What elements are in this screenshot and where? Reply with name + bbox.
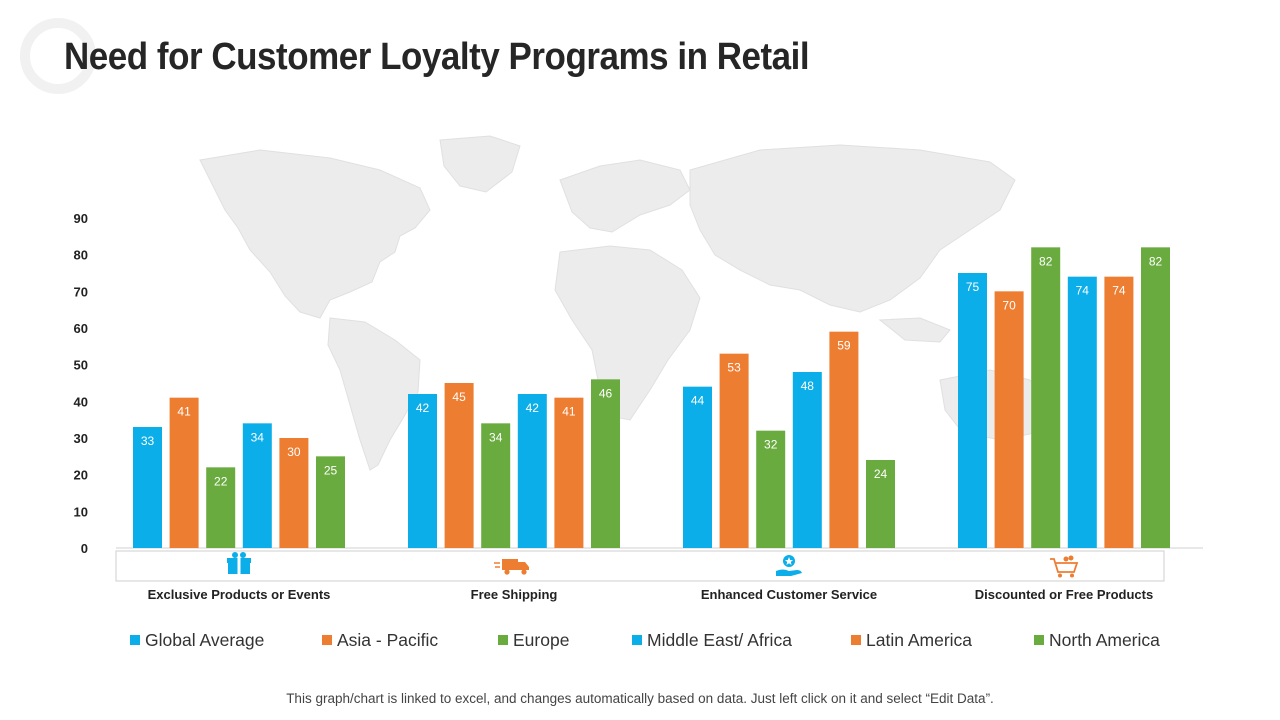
bar	[994, 291, 1024, 548]
legend-item: Middle East/ Africa	[632, 630, 792, 650]
legend-label: North America	[1049, 630, 1160, 650]
data-label: 25	[324, 463, 338, 477]
data-label: 24	[874, 467, 888, 481]
data-label: 82	[1149, 254, 1163, 268]
legend-item: Latin America	[851, 630, 972, 650]
legend-label: Middle East/ Africa	[647, 630, 792, 650]
data-label: 46	[599, 386, 613, 400]
footnote: This graph/chart is linked to excel, and…	[286, 691, 994, 706]
bar	[958, 273, 987, 548]
legend-swatch	[851, 635, 861, 645]
shopping-cart-icon	[1050, 555, 1079, 578]
legend-item: North America	[1034, 630, 1160, 650]
x-tick-label: Discounted or Free Products	[975, 587, 1153, 602]
bar	[444, 383, 474, 548]
bar	[169, 397, 199, 548]
data-label: 44	[691, 394, 705, 408]
bar	[517, 394, 547, 548]
y-tick-label: 30	[74, 431, 88, 446]
y-tick-label: 70	[74, 284, 88, 299]
data-label: 59	[837, 339, 851, 353]
data-label: 74	[1076, 284, 1090, 298]
legend-item: Global Average	[130, 630, 264, 650]
decorative-ring	[20, 18, 96, 94]
customer-service-hand-star-icon	[776, 555, 802, 576]
x-tick-label: Free Shipping	[471, 587, 558, 602]
bar	[316, 456, 345, 548]
bar	[133, 427, 162, 548]
legend-swatch	[130, 635, 140, 645]
data-label: 70	[1002, 298, 1016, 312]
bar	[829, 331, 859, 548]
bar	[206, 467, 236, 548]
data-label: 34	[489, 430, 503, 444]
y-tick-label: 50	[74, 358, 88, 373]
y-tick-label: 10	[74, 504, 88, 519]
legend-swatch	[498, 635, 508, 645]
legend-item: Europe	[498, 630, 569, 650]
data-label: 53	[727, 361, 741, 375]
data-label: 48	[801, 379, 815, 393]
y-tick-label: 60	[74, 321, 88, 336]
bar	[1104, 276, 1134, 548]
data-label: 33	[141, 434, 155, 448]
legend-swatch	[322, 635, 332, 645]
bar	[554, 397, 584, 548]
data-label: 32	[764, 438, 778, 452]
bar	[279, 438, 309, 548]
bar	[481, 423, 511, 548]
legend-label: Asia - Pacific	[337, 630, 438, 650]
legend-swatch	[1034, 635, 1044, 645]
data-label: 22	[214, 474, 228, 488]
bar	[1141, 247, 1170, 549]
data-label: 75	[966, 280, 980, 294]
data-label: 42	[526, 401, 540, 415]
data-label: 45	[452, 390, 466, 404]
category-icon-strip	[115, 550, 1165, 582]
y-tick-label: 80	[74, 248, 88, 263]
bar	[756, 430, 786, 548]
y-tick-label: 20	[74, 468, 88, 483]
data-label: 30	[287, 445, 301, 459]
bar	[719, 353, 749, 548]
y-tick-label: 40	[74, 394, 88, 409]
data-label: 74	[1112, 284, 1126, 298]
legend-label: Europe	[513, 630, 569, 650]
gift-box-icon	[227, 552, 251, 574]
bar	[683, 386, 712, 548]
bar	[242, 423, 272, 548]
legend-item: Asia - Pacific	[322, 630, 438, 650]
data-label: 41	[562, 405, 576, 419]
legend-label: Global Average	[145, 630, 264, 650]
legend-swatch	[632, 635, 642, 645]
world-map-background	[199, 135, 1051, 471]
bar	[591, 379, 620, 548]
y-tick-label: 0	[81, 541, 88, 556]
bar	[866, 460, 895, 548]
y-tick-label: 90	[74, 211, 88, 226]
data-label: 82	[1039, 254, 1053, 268]
page-title: Need for Customer Loyalty Programs in Re…	[64, 36, 810, 78]
bar	[792, 372, 822, 548]
delivery-truck-icon	[494, 559, 529, 575]
data-label: 41	[177, 405, 191, 419]
data-label: 34	[251, 430, 265, 444]
x-tick-label: Exclusive Products or Events	[148, 587, 331, 602]
data-label: 42	[416, 401, 430, 415]
bar	[1031, 247, 1061, 549]
x-tick-label: Enhanced Customer Service	[701, 587, 877, 602]
bar	[408, 394, 437, 548]
legend-label: Latin America	[866, 630, 972, 650]
bar	[1067, 276, 1097, 548]
